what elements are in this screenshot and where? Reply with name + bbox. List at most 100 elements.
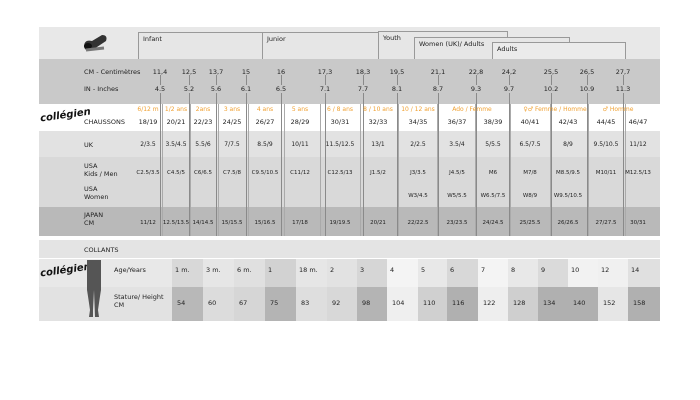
collants-age-cell: 3: [357, 259, 387, 287]
chaussons-size: 38/39: [483, 118, 503, 126]
japan-size: 22/22.5: [407, 220, 429, 226]
tab-label: Women (UK)/ Adults: [419, 40, 485, 48]
collants-age-cell: 12: [598, 259, 628, 287]
usa-kids-size: J4.5/5: [449, 170, 465, 176]
usa-women-size: W5/5.5: [447, 193, 467, 199]
chaussons-size: 26/27: [255, 118, 275, 126]
uk-size: 8/9: [563, 141, 573, 148]
collants-height-cell: 110: [418, 287, 447, 321]
column-divider: [320, 104, 321, 236]
cm-value: 24,2: [501, 68, 517, 76]
inch-value: 5.6: [210, 85, 222, 93]
column-divider: [398, 104, 399, 236]
collants-height-cell: 54: [172, 287, 203, 321]
collants-height-cell: 67: [234, 287, 265, 321]
cm-value: 18,3: [355, 68, 371, 76]
chaussons-size: 34/35: [408, 118, 428, 126]
collants-age-cell: 9: [538, 259, 568, 287]
cm-value: 15: [241, 68, 251, 76]
collants-age-cell: 10: [568, 259, 598, 287]
tab-label: Junior: [267, 35, 286, 43]
chaussons-size: 36/37: [447, 118, 467, 126]
uk-label: UK: [84, 141, 94, 149]
usa-kids-label: USA Kids / Men: [84, 162, 118, 178]
collants-age-cell: 7: [478, 259, 508, 287]
usa-kids-size: C6/6.5: [194, 170, 212, 176]
column-divider: [550, 104, 551, 236]
usa-kids-size: C7.5/8: [223, 170, 241, 176]
collants-age-cell: 4: [387, 259, 418, 287]
japan-label: JAPAN CM: [84, 211, 104, 227]
chaussons-size: 46/47: [628, 118, 648, 126]
usa-women-size: W8/9: [522, 193, 538, 199]
cm-tick-line: [325, 75, 326, 236]
inch-value: 9.3: [470, 85, 482, 93]
chaussons-size: 32/33: [368, 118, 388, 126]
chaussons-size: 28/29: [290, 118, 310, 126]
age-range: 8 / 10 ans: [363, 106, 393, 113]
cm-value: 27,7: [615, 68, 631, 76]
tab-label: Youth: [383, 34, 401, 42]
chaussons-size: 44/45: [596, 118, 616, 126]
collants-age-cell: 5: [418, 259, 447, 287]
collants-height-cell: 140: [568, 287, 598, 321]
japan-size: 25/25.5: [519, 220, 541, 226]
collants-height-cell: 92: [327, 287, 357, 321]
column-divider: [625, 104, 626, 236]
column-divider: [284, 104, 285, 236]
collants-header: [39, 240, 660, 258]
collants-height-cell: 60: [203, 287, 234, 321]
collants-height-cell: 158: [628, 287, 660, 321]
chaussons-size: 42/43: [558, 118, 578, 126]
inch-value: 5.2: [183, 85, 195, 93]
japan-size: 15/16.5: [254, 220, 276, 226]
cm-tick-line: [363, 75, 364, 236]
uk-size: 2/3.5: [140, 141, 156, 148]
inch-value: 6.1: [240, 85, 252, 93]
inch-value: 4.5: [154, 85, 166, 93]
tights-icon: [86, 260, 102, 322]
collants-age-cell: 1 m.: [172, 259, 203, 287]
japan-size: 14/14.5: [192, 220, 214, 226]
uk-size: 3.5/4: [449, 141, 465, 148]
column-divider: [510, 104, 511, 236]
height-label: Stature/ Height CM: [114, 293, 164, 309]
cm-value: 21,1: [430, 68, 446, 76]
uk-size: 7/7.5: [224, 141, 240, 148]
chaussons-size: 24/25: [222, 118, 242, 126]
inch-value: 7.1: [319, 85, 331, 93]
uk-size: 9.5/10.5: [593, 141, 619, 148]
column-divider: [437, 104, 438, 236]
column-divider: [162, 104, 163, 236]
japan-size: 30/31: [630, 220, 646, 226]
age-range: 1/2 ans: [164, 106, 188, 113]
tab-label: Adults: [497, 45, 518, 53]
usa-kids-size: M10/11: [595, 170, 617, 176]
age-range: 3 ans: [223, 106, 241, 113]
age-range: 6/12 m: [137, 106, 159, 113]
japan-size: 23/23.5: [446, 220, 468, 226]
column-divider: [360, 104, 361, 236]
inch-value: 8.1: [391, 85, 403, 93]
age-range: ♂ Homme: [602, 106, 634, 113]
age-range: 10 / 12 ans: [401, 106, 435, 113]
age-range: 2ans: [195, 106, 211, 113]
collants-height-cell: 104: [387, 287, 418, 321]
japan-size: 24/24.5: [482, 220, 504, 226]
cm-tick-line: [281, 75, 282, 236]
cm-value: 13,7: [208, 68, 224, 76]
japan-size: 17/18: [292, 220, 308, 226]
usa-women-size: W6.5/7.5: [480, 193, 506, 199]
age-years-label: Age/Years: [114, 266, 146, 274]
collants-height-cell: 116: [447, 287, 478, 321]
usa-kids-size: C4.5/5: [167, 170, 185, 176]
japan-size: 15/15.5: [221, 220, 243, 226]
cm-value: 16: [276, 68, 286, 76]
inch-value: 10.9: [579, 85, 595, 93]
chaussons-band: [39, 104, 660, 131]
age-range: ♀♂ Femme / Homme: [523, 106, 587, 113]
cm-value: 25,5: [543, 68, 559, 76]
japan-band: [39, 207, 660, 236]
usa-women-label: USA Women: [84, 185, 109, 201]
cm-tick-line: [587, 75, 588, 236]
